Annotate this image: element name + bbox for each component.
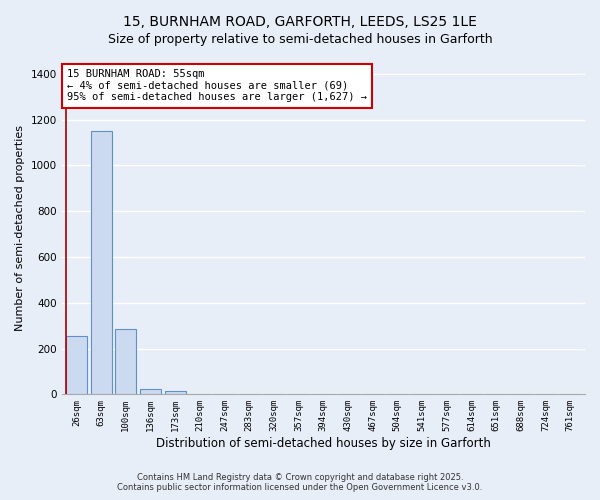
Text: Contains HM Land Registry data © Crown copyright and database right 2025.
Contai: Contains HM Land Registry data © Crown c… [118, 473, 482, 492]
X-axis label: Distribution of semi-detached houses by size in Garforth: Distribution of semi-detached houses by … [156, 437, 491, 450]
Bar [140, 388, 161, 394]
Y-axis label: Number of semi-detached properties: Number of semi-detached properties [15, 126, 25, 332]
Text: 15, BURNHAM ROAD, GARFORTH, LEEDS, LS25 1LE: 15, BURNHAM ROAD, GARFORTH, LEEDS, LS25 … [123, 15, 477, 29]
Bar [66, 336, 87, 394]
Bar [115, 329, 136, 394]
Bar [91, 131, 112, 394]
Text: Size of property relative to semi-detached houses in Garforth: Size of property relative to semi-detach… [107, 32, 493, 46]
Bar [165, 391, 186, 394]
Text: 15 BURNHAM ROAD: 55sqm
← 4% of semi-detached houses are smaller (69)
95% of semi: 15 BURNHAM ROAD: 55sqm ← 4% of semi-deta… [67, 69, 367, 102]
